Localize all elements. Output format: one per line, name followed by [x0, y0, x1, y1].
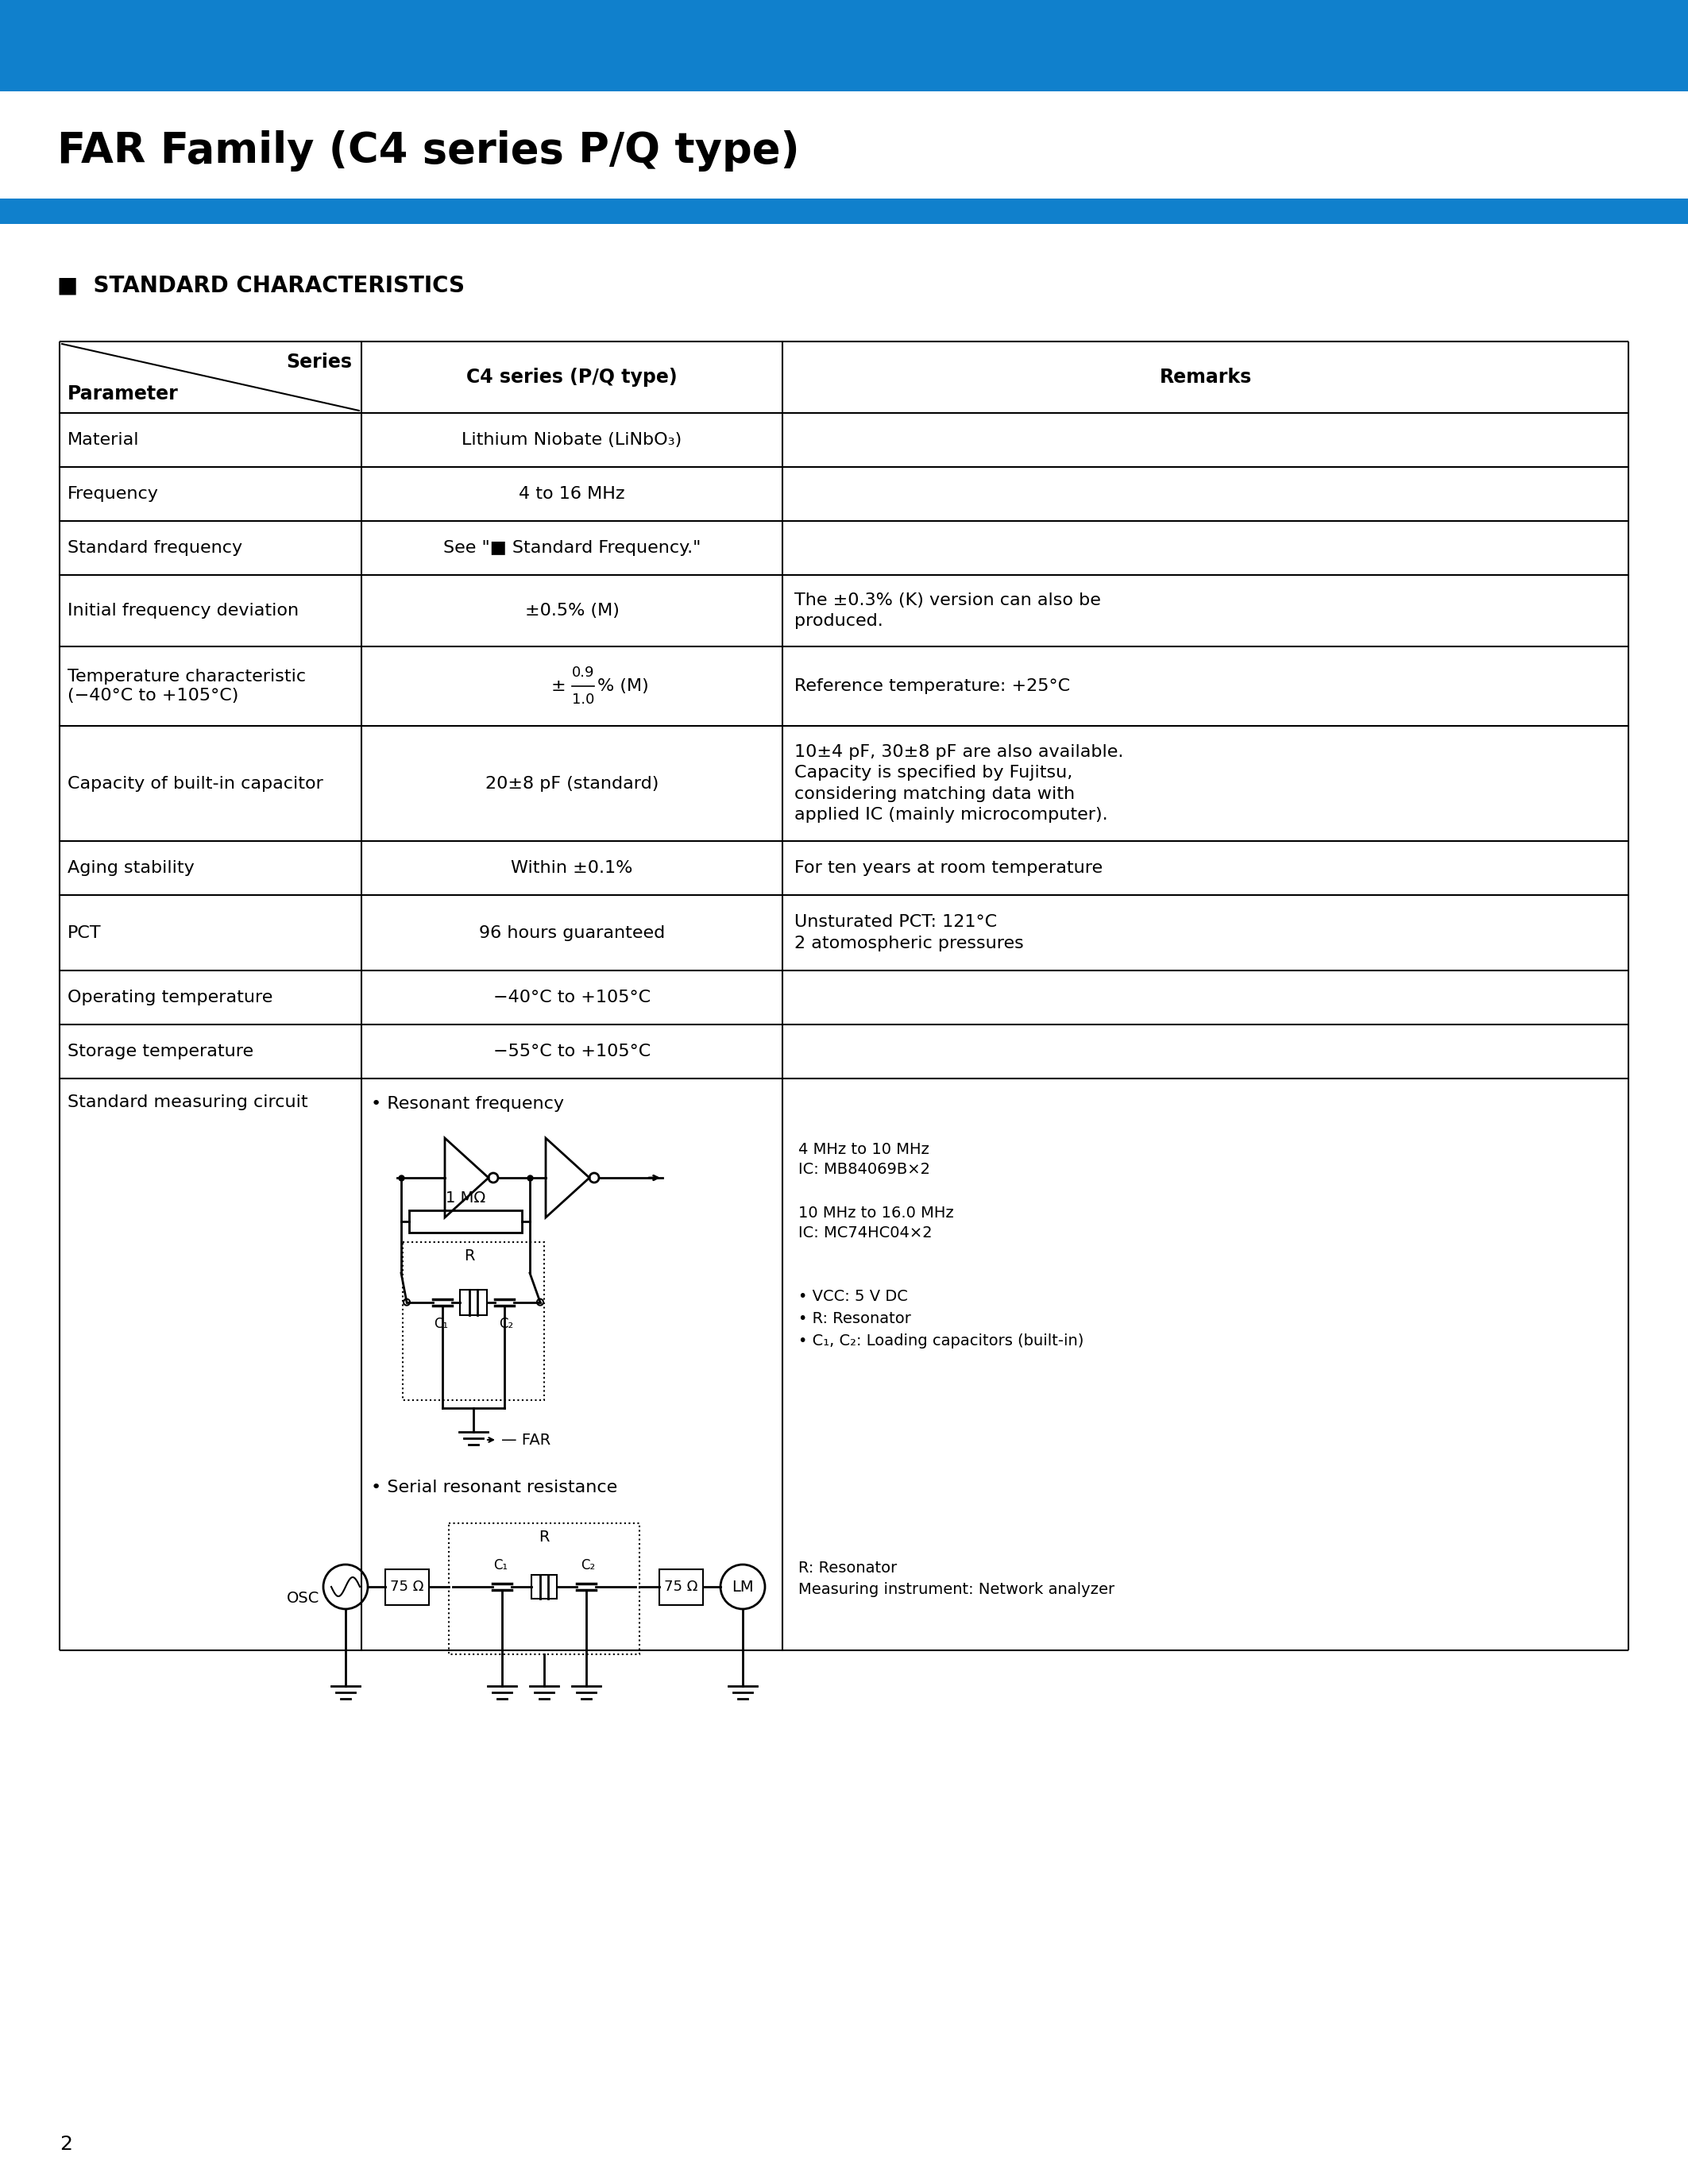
Bar: [0, 199, 1688, 225]
Text: Capacity of built-in capacitor: Capacity of built-in capacitor: [68, 775, 322, 791]
Text: C4 series (P/Q type): C4 series (P/Q type): [466, 367, 677, 387]
Bar: [449, 1522, 640, 1653]
Text: Frequency: Frequency: [68, 487, 159, 502]
Text: Series: Series: [285, 352, 351, 371]
Text: 75 Ω: 75 Ω: [665, 1579, 699, 1594]
Text: R: Resonator
Measuring instrument: Network analyzer: R: Resonator Measuring instrument: Netwo…: [798, 1562, 1114, 1597]
Text: Standard measuring circuit: Standard measuring circuit: [68, 1094, 307, 1109]
Bar: [385, 1568, 429, 1605]
Text: LM: LM: [733, 1579, 753, 1594]
Text: • Serial resonant resistance: • Serial resonant resistance: [371, 1479, 618, 1496]
Text: Parameter: Parameter: [68, 384, 179, 404]
Text: % (M): % (M): [598, 679, 648, 695]
Text: ±0.5% (M): ±0.5% (M): [525, 603, 619, 618]
Text: 75 Ω: 75 Ω: [390, 1579, 424, 1594]
Text: 2: 2: [59, 2134, 73, 2153]
Text: C₂: C₂: [500, 1317, 513, 1330]
Text: • Resonant frequency: • Resonant frequency: [371, 1096, 564, 1112]
Text: 10±4 pF, 30±8 pF are also available.
Capacity is specified by Fujitsu,
consideri: 10±4 pF, 30±8 pF are also available. Cap…: [795, 745, 1124, 823]
Text: Reference temperature: +25°C: Reference temperature: +25°C: [795, 679, 1070, 695]
Text: • VCC: 5 V DC
• R: Resonator
• C₁, C₂: Loading capacitors (built-in): • VCC: 5 V DC • R: Resonator • C₁, C₂: L…: [798, 1289, 1084, 1348]
Text: 1 MΩ: 1 MΩ: [446, 1190, 486, 1206]
Text: Storage temperature: Storage temperature: [68, 1044, 253, 1059]
Text: 20±8 pF (standard): 20±8 pF (standard): [484, 775, 658, 791]
Text: R: R: [538, 1529, 550, 1544]
Text: Operating temperature: Operating temperature: [68, 989, 273, 1005]
Text: Initial frequency deviation: Initial frequency deviation: [68, 603, 299, 618]
Text: 4 MHz to 10 MHz
IC: MB84069B×2: 4 MHz to 10 MHz IC: MB84069B×2: [798, 1142, 930, 1177]
Bar: [532, 1575, 557, 1599]
Text: ±: ±: [552, 679, 572, 695]
Text: C₂: C₂: [581, 1557, 594, 1572]
Text: PCT: PCT: [68, 924, 101, 941]
Bar: [0, 0, 1688, 92]
Text: — FAR: — FAR: [501, 1433, 550, 1448]
Text: 0.9: 0.9: [572, 666, 594, 679]
Text: R: R: [464, 1249, 474, 1265]
Text: Temperature characteristic
(−40°C to +105°C): Temperature characteristic (−40°C to +10…: [68, 668, 306, 703]
Text: See "■ Standard Frequency.": See "■ Standard Frequency.": [442, 539, 701, 557]
Bar: [403, 1243, 544, 1400]
Text: 1.0: 1.0: [572, 692, 594, 708]
Text: 4 to 16 MHz: 4 to 16 MHz: [518, 487, 625, 502]
Text: FAR Family (C4 series P/Q type): FAR Family (C4 series P/Q type): [57, 131, 800, 173]
Text: Standard frequency: Standard frequency: [68, 539, 243, 557]
Text: −55°C to +105°C: −55°C to +105°C: [493, 1044, 650, 1059]
Text: The ±0.3% (K) version can also be
produced.: The ±0.3% (K) version can also be produc…: [795, 592, 1101, 629]
Text: 96 hours guaranteed: 96 hours guaranteed: [479, 924, 665, 941]
Text: Material: Material: [68, 432, 140, 448]
Text: For ten years at room temperature: For ten years at room temperature: [795, 860, 1102, 876]
Text: OSC: OSC: [287, 1590, 319, 1605]
Text: Remarks: Remarks: [1160, 367, 1251, 387]
Text: C₁: C₁: [434, 1317, 447, 1330]
Text: 10 MHz to 16.0 MHz
IC: MC74HC04×2: 10 MHz to 16.0 MHz IC: MC74HC04×2: [798, 1206, 954, 1241]
Text: Aging stability: Aging stability: [68, 860, 194, 876]
Text: ■  STANDARD CHARACTERISTICS: ■ STANDARD CHARACTERISTICS: [57, 275, 464, 297]
Text: Unsturated PCT: 121°C
2 atomospheric pressures: Unsturated PCT: 121°C 2 atomospheric pre…: [795, 915, 1023, 952]
Bar: [408, 1210, 522, 1232]
Text: C₁: C₁: [493, 1557, 508, 1572]
Text: −40°C to +105°C: −40°C to +105°C: [493, 989, 650, 1005]
Text: Lithium Niobate (LiNbO₃): Lithium Niobate (LiNbO₃): [463, 432, 682, 448]
Text: Within ±0.1%: Within ±0.1%: [511, 860, 633, 876]
Bar: [660, 1568, 702, 1605]
Bar: [459, 1289, 486, 1315]
